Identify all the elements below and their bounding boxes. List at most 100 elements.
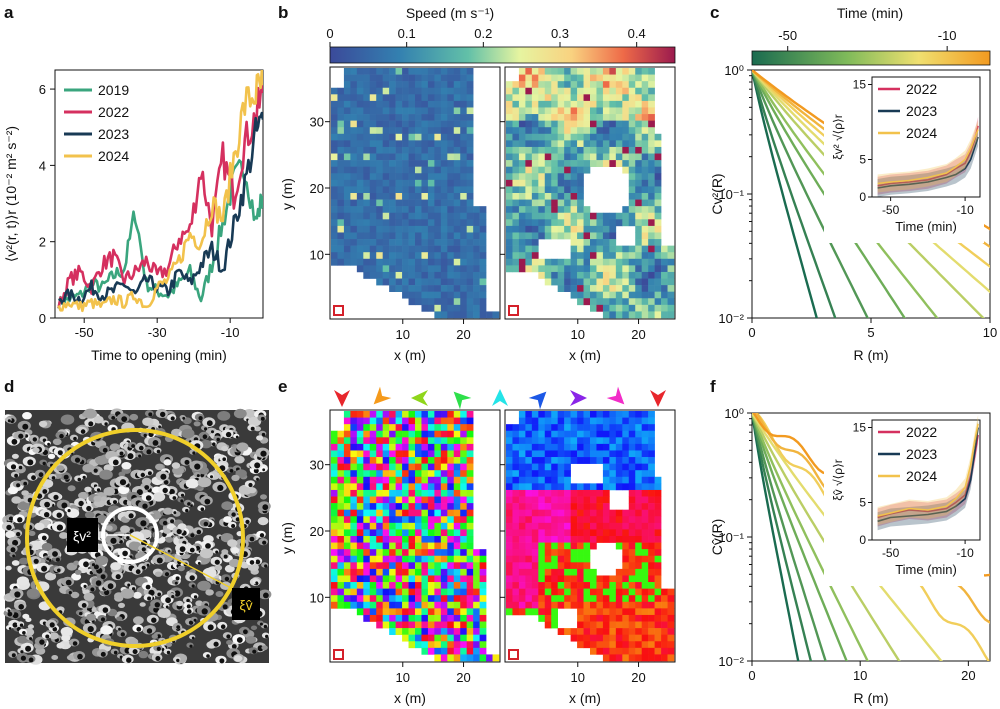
heatmap-cell (427, 100, 435, 108)
heatmap-cell (538, 411, 546, 418)
heatmap-cell (525, 146, 533, 154)
heatmap-cell (408, 199, 416, 207)
heatmap-cell (602, 258, 610, 266)
crowd-head (74, 457, 81, 463)
heatmap-cell (602, 291, 610, 299)
heatmap-cell (460, 568, 467, 576)
heatmap-cell (577, 107, 584, 115)
crowd-head (262, 468, 266, 472)
heatmap-cell (654, 601, 662, 609)
heatmap-cell (557, 173, 565, 181)
heatmap-cell (654, 304, 662, 312)
heatmap-cell (376, 457, 383, 464)
heatmap-cell (622, 206, 630, 214)
heatmap-cell (363, 489, 371, 497)
heatmap-cell (570, 496, 578, 504)
crowd-head (141, 565, 146, 570)
heatmap-cell (506, 245, 513, 253)
heatmap-cell (408, 160, 416, 167)
heatmap-cell (356, 417, 364, 425)
heatmap-cell (622, 94, 630, 102)
heatmap-cell (512, 114, 520, 121)
heatmap-cell (389, 614, 396, 622)
heatmap-cell (518, 265, 526, 273)
heatmap-cell (350, 588, 358, 596)
crowd-person (197, 580, 211, 591)
heatmap-cell (596, 437, 604, 445)
heatmap-cell (473, 206, 480, 214)
heatmap-cell (544, 503, 552, 510)
heatmap-cell (538, 595, 546, 603)
heatmap-cell (440, 245, 448, 253)
heatmap-cell (460, 411, 467, 418)
heatmap-cell (363, 503, 371, 510)
heatmap-cell (602, 463, 610, 471)
crowd-person (141, 477, 152, 485)
crowd-person (133, 616, 144, 625)
heatmap-cell (564, 443, 571, 451)
heatmap-cell (609, 595, 617, 603)
heatmap-cell (434, 503, 442, 510)
heatmap-cell (628, 641, 636, 649)
heatmap-cell (609, 232, 617, 240)
heatmap-cell (525, 252, 533, 260)
heatmap-cell (389, 411, 396, 418)
heatmap-cell (363, 74, 371, 82)
heatmap-cell (350, 476, 358, 484)
heatmap-cell (453, 160, 461, 167)
heatmap-cell (331, 87, 338, 95)
heatmap-cell (557, 68, 565, 75)
crowd-head (95, 580, 102, 586)
heatmap-cell (551, 120, 558, 128)
x-tick-label: 20 (961, 668, 975, 683)
heatmap-cell (337, 522, 345, 530)
heatmap-cell (376, 430, 383, 438)
heatmap-cell (447, 278, 455, 286)
heatmap-cell (421, 424, 429, 432)
heatmap-cell (447, 186, 455, 194)
crowd-head (260, 416, 265, 421)
heatmap-cell (635, 647, 642, 655)
heatmap-cell (609, 133, 617, 141)
heatmap-cell (654, 265, 662, 273)
heatmap-cell (615, 601, 623, 609)
heatmap-cell (395, 153, 403, 161)
heatmap-cell (596, 601, 604, 609)
heatmap-cell (479, 311, 487, 319)
heatmap-cell (531, 133, 539, 141)
heatmap-cell (512, 522, 520, 530)
x-tick-label: 0 (748, 668, 755, 683)
heatmap-cell (596, 120, 604, 128)
panel-b-heatmaps: Speed (m s⁻¹) 0 0.1 0.2 0.3 0.4 10 20 10 201020… (279, 5, 676, 363)
heatmap-cell (506, 555, 513, 563)
heatmap-cell (602, 647, 610, 655)
heatmap-cell (590, 608, 597, 616)
heatmap-cell (667, 654, 675, 662)
heatmap-cell (473, 654, 480, 662)
heatmap-cell (421, 588, 429, 596)
heatmap-cell (622, 212, 630, 220)
heatmap-cell (460, 212, 467, 220)
panel-letter-f: f (710, 377, 716, 396)
heatmap-cell (564, 536, 571, 543)
crowd-head (204, 427, 208, 431)
heatmap-cell (389, 496, 396, 504)
heatmap-cell (415, 140, 422, 148)
heatmap-cell (415, 186, 422, 194)
heatmap-cell (453, 186, 461, 194)
heatmap-cell (512, 146, 520, 154)
heatmap-cell (635, 291, 642, 299)
heatmap-cell (363, 522, 371, 530)
heatmap-cell (453, 457, 461, 464)
heatmap-cell (590, 133, 597, 141)
heatmap-cell (369, 430, 377, 438)
heatmap-cell (628, 179, 636, 187)
heatmap-cell (363, 549, 371, 557)
heatmap-cell (479, 608, 487, 616)
heatmap-cell (635, 114, 642, 121)
heatmap-cell (427, 509, 435, 517)
heatmap-cell (395, 160, 403, 167)
heatmap-cell (453, 258, 461, 266)
heatmap-cell (564, 107, 571, 115)
heatmap-cell (337, 562, 345, 570)
